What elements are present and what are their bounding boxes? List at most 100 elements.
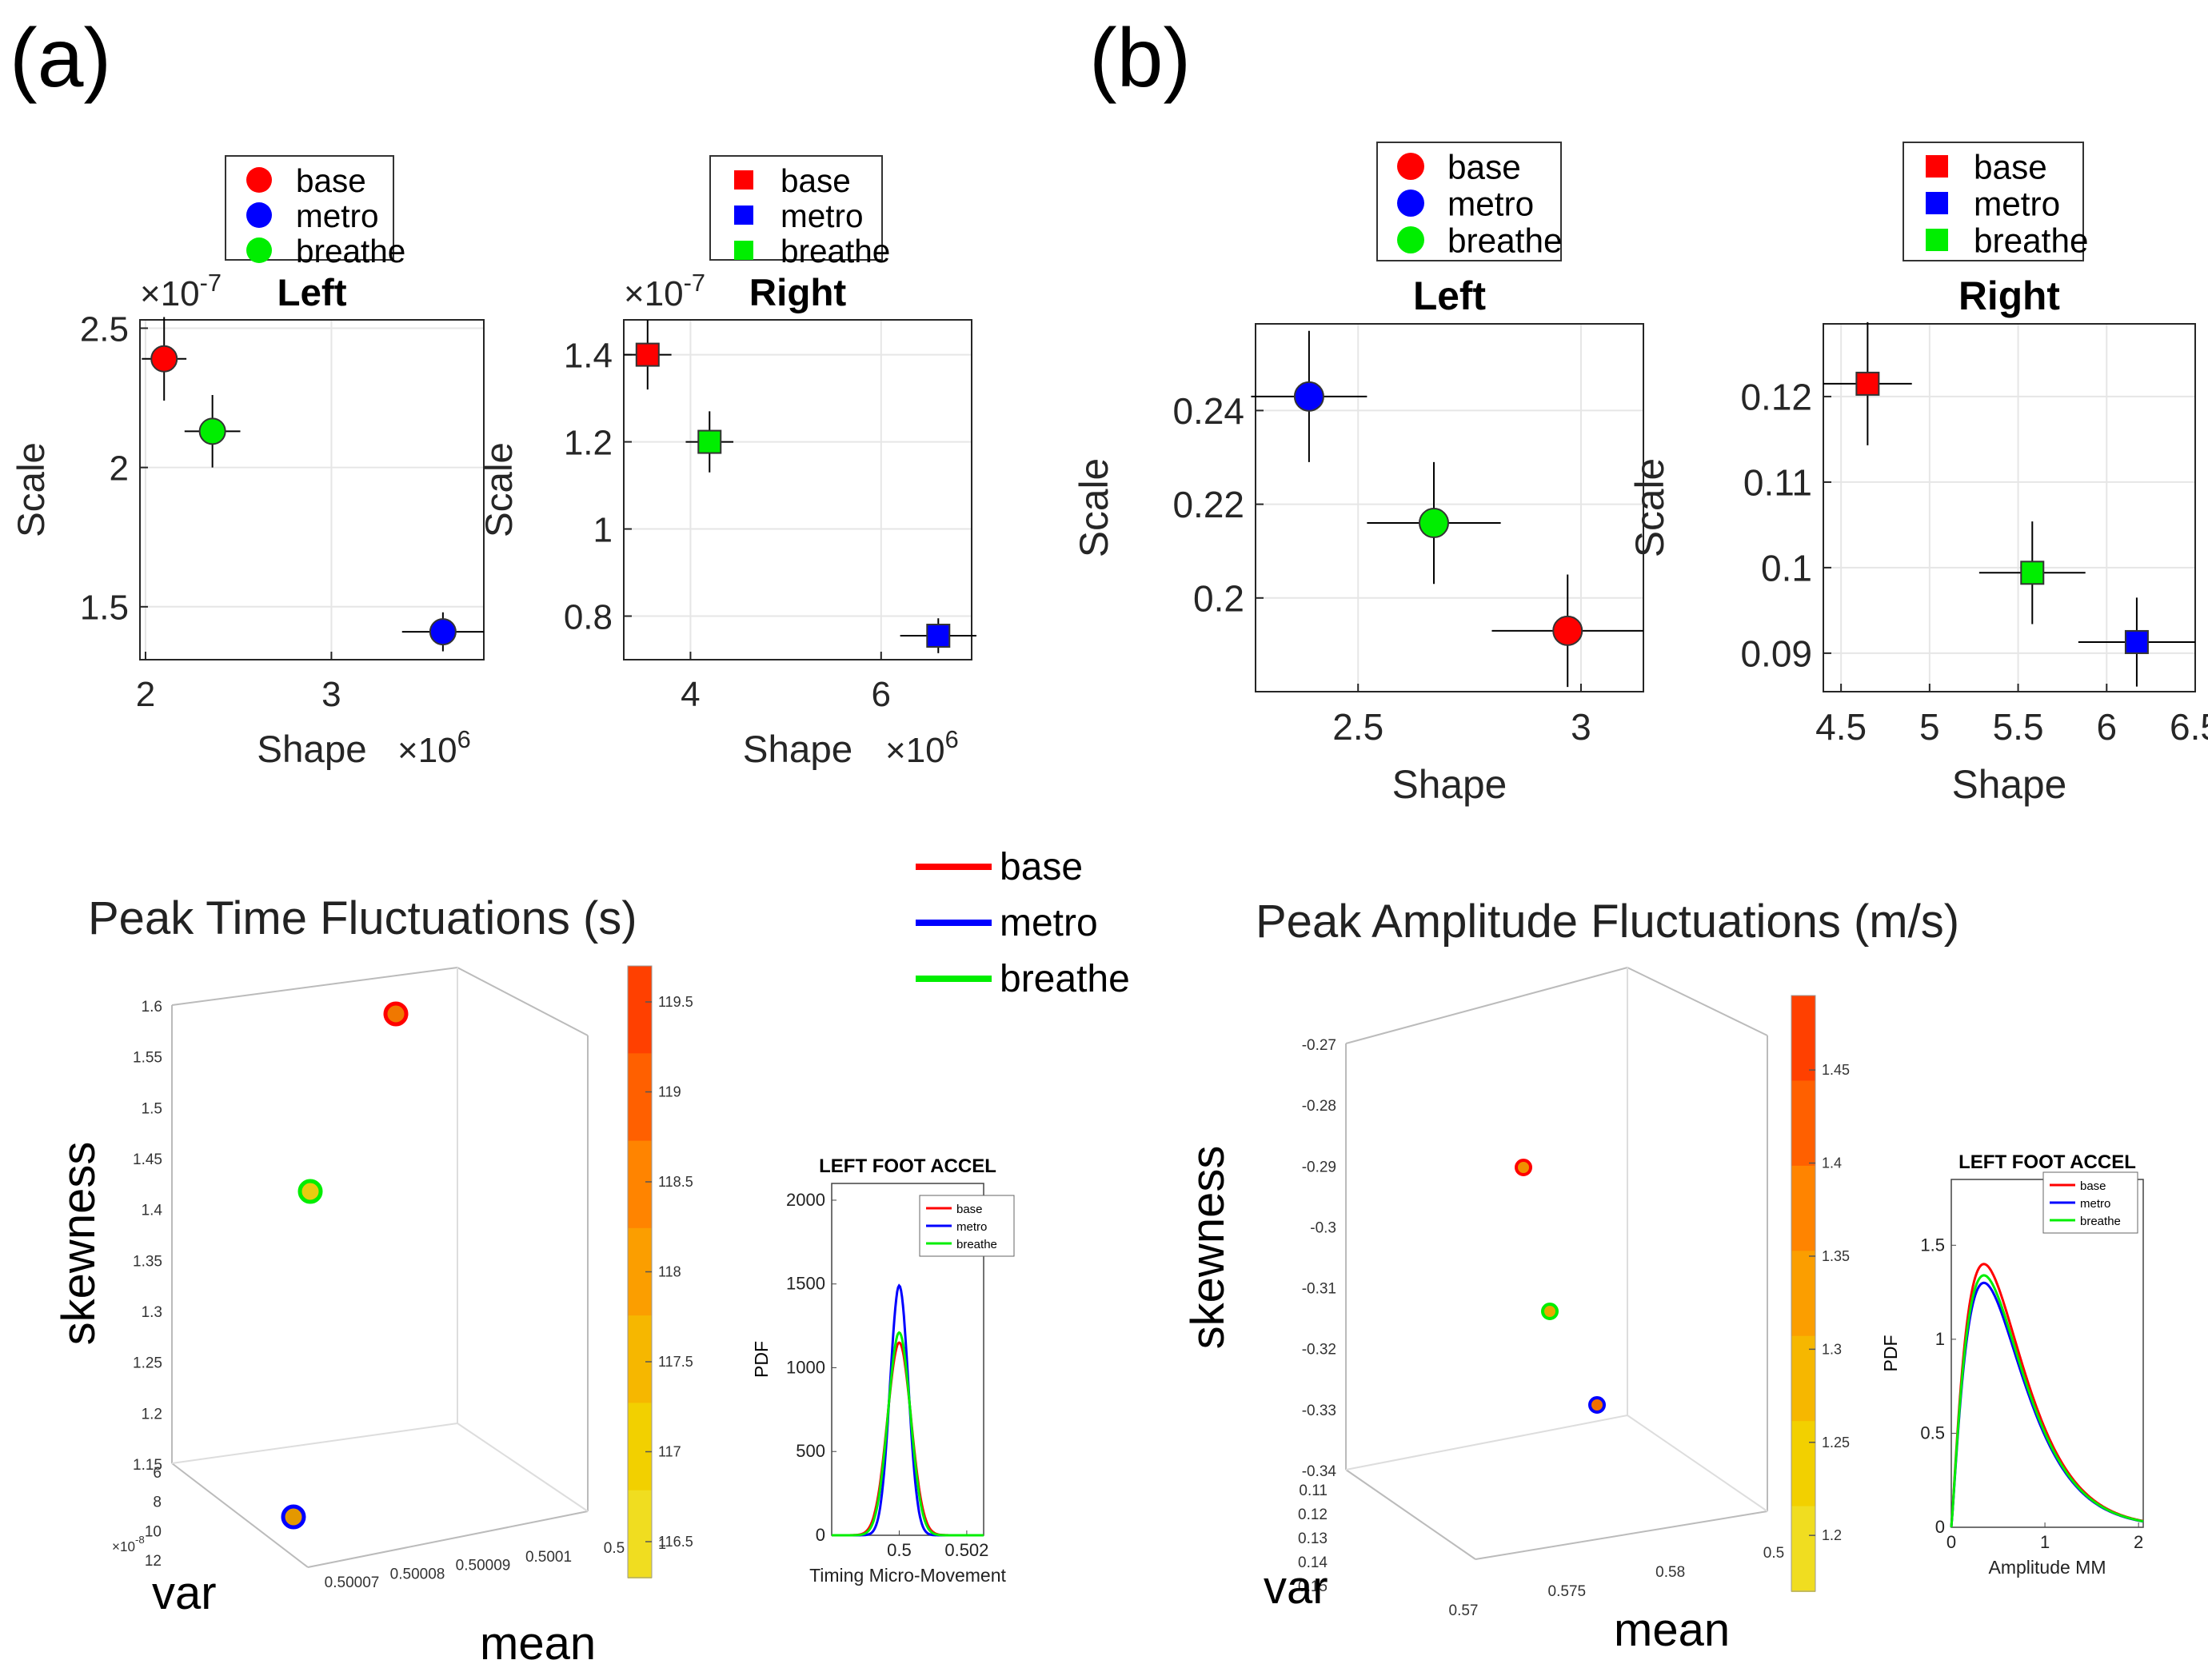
point-breathe — [1418, 508, 1449, 539]
x-tick-label: 0.50009 — [456, 1558, 511, 1574]
z-tick-label: -0.32 — [1302, 1342, 1336, 1359]
z-tick-label: 1.35 — [133, 1253, 162, 1270]
y-tick-label: 2000 — [786, 1190, 825, 1210]
colorbar-tick-label: 1.2 — [1822, 1527, 1842, 1543]
x-axis-label: mean — [480, 1618, 596, 1670]
legend-marker-breathe — [1926, 229, 1948, 251]
y-axis-label: var — [152, 1567, 217, 1619]
legend-label-metro: metro — [1974, 186, 2060, 223]
x-axis-label: Shape — [743, 728, 852, 771]
chart-title: Left — [1413, 273, 1486, 318]
chart-b-left: 2.5 3 0.2 0.22 0.24 Left Shape Scale basemetrobr… — [1072, 142, 1644, 807]
y-tick-label: 0.2 — [1193, 577, 1244, 619]
legend-label-metro: metro — [956, 1220, 987, 1234]
colorbar-tick-label: 1.45 — [1822, 1062, 1850, 1078]
y-axis-label: Scale — [10, 442, 53, 537]
point-breathe — [297, 1179, 323, 1204]
box-edge — [1627, 967, 1768, 1036]
legend-label-base: base — [1447, 149, 1521, 186]
legend-marker-breathe — [246, 237, 272, 263]
y-axis-label: Scale — [1627, 458, 1672, 557]
z-tick-label: -0.27 — [1302, 1037, 1336, 1054]
x-tick-label: 4 — [681, 675, 700, 714]
legend-marker-base — [734, 170, 753, 190]
point-breathe — [2020, 561, 2045, 585]
colorbar-tick-label: 1.3 — [1822, 1341, 1842, 1357]
y-tick-label: 1.4 — [564, 336, 613, 375]
x-tick-label: 6 — [2096, 706, 2117, 748]
x-axis-label: Shape — [1952, 762, 2067, 807]
y-tick-label: 6 — [153, 1465, 162, 1482]
x-tick-label: 0.575 — [1548, 1583, 1587, 1600]
box-edge — [307, 1510, 589, 1568]
y-tick-label: 1000 — [786, 1357, 825, 1377]
z-tick-label: 1.55 — [133, 1050, 162, 1067]
chart-a-left: 2 31.522.5LeftShapeScale×106×10-7basemetr… — [10, 155, 485, 771]
colorbar-frame — [1791, 995, 1816, 1592]
y-tick-label: 0.22 — [1172, 484, 1244, 525]
y-tick-label: 0.09 — [1740, 632, 1812, 674]
legend-label-metro: metro — [781, 198, 863, 234]
x-axis-label: Shape — [257, 728, 366, 771]
legend-label-breathe: breathe — [296, 233, 405, 269]
point-metro — [2124, 629, 2149, 654]
y-axis-label: Scale — [1072, 458, 1116, 557]
colorbar-segment — [628, 1053, 652, 1142]
y-tick-label: 10 — [145, 1523, 162, 1540]
y-exponent: ×10-7 — [624, 269, 705, 313]
colorbar-segment — [628, 966, 652, 1055]
y-tick-label: 0.1 — [1761, 547, 1812, 589]
legend-marker-breathe — [734, 241, 753, 260]
axes-box — [1823, 323, 2196, 692]
legend-label-metro: metro — [2080, 1197, 2110, 1211]
y-exponent-base: ×10 — [112, 1539, 135, 1554]
panel-label-b: (b) — [1089, 12, 1191, 105]
point-base — [635, 342, 660, 367]
z-tick-label: -0.3 — [1310, 1219, 1336, 1236]
point-breathe — [1541, 1303, 1559, 1320]
x-tick-label: 1 — [2040, 1532, 2050, 1552]
x-tick-label: 3 — [1571, 706, 1591, 748]
x-axis-label: Timing Micro-Movement — [809, 1565, 1006, 1586]
legend-marker-metro — [734, 206, 753, 225]
colorbar-tick-label: 118 — [658, 1264, 681, 1280]
chart-title: Peak Time Fluctuations (s) — [88, 892, 637, 944]
colorbar-tick-label: 119.5 — [658, 994, 693, 1010]
z-tick-label: 1.5 — [142, 1100, 162, 1117]
z-tick-label: 1.2 — [142, 1406, 162, 1423]
y-tick-label: 1500 — [786, 1274, 825, 1294]
x-tick-label: 2.5 — [1332, 706, 1383, 748]
axes-box — [139, 319, 485, 660]
chart-time-pdf: 0.5 0.502 0 500 1000 1500 2000 LEFT FOOT ACCEL T… — [751, 1155, 1015, 1586]
axes-box — [1950, 1179, 2144, 1528]
y-tick-label: 500 — [796, 1441, 825, 1461]
colorbar-segment — [1791, 1506, 1815, 1592]
y-tick-label: 0.24 — [1172, 390, 1244, 432]
colorbar-segment — [628, 1490, 652, 1578]
z-tick-label: -0.34 — [1302, 1463, 1337, 1480]
colorbar-tick-label: 116.5 — [658, 1534, 693, 1550]
colorbar-extra-label: 1 — [658, 1536, 666, 1552]
point-base — [150, 345, 178, 373]
legend-label-breathe: breathe — [2080, 1215, 2121, 1228]
point-breathe — [198, 417, 226, 445]
legend-marker-metro — [246, 202, 272, 228]
y-tick-label: 0.14 — [1298, 1554, 1328, 1571]
point-base — [383, 1001, 409, 1027]
box-edge — [1345, 1415, 1628, 1470]
point-metro — [281, 1504, 306, 1530]
legend-label-breathe: breathe — [1974, 222, 2089, 260]
point-base — [1515, 1159, 1532, 1176]
legend-label-base: base — [2080, 1179, 2106, 1193]
point-metro — [1293, 381, 1324, 412]
z-axis-label: skewness — [1182, 1146, 1234, 1350]
y-exponent-power: -7 — [684, 269, 705, 297]
y-exponent-power: -8 — [135, 1534, 145, 1546]
legend-marker-base — [246, 167, 272, 193]
x-tick-label: 2 — [2134, 1532, 2143, 1552]
axes-box — [623, 319, 972, 660]
legend-marker-base — [1397, 153, 1424, 180]
chart-title: LEFT FOOT ACCEL — [819, 1155, 996, 1177]
z-tick-label: -0.33 — [1302, 1403, 1336, 1419]
point-breathe — [697, 429, 722, 454]
